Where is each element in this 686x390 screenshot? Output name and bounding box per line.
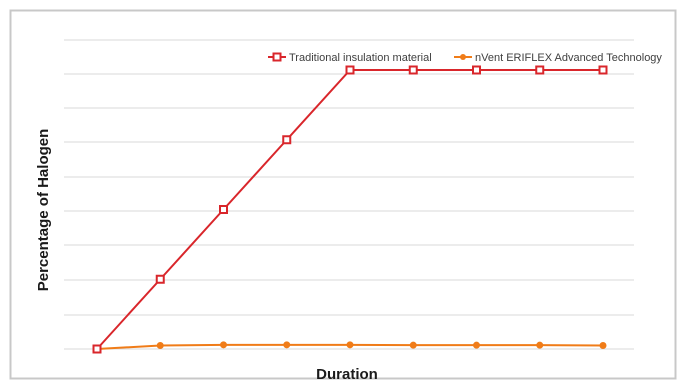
legend-label: nVent ERIFLEX Advanced Technology [475, 52, 662, 64]
data-point-series-1 [155, 274, 165, 284]
legend-label: Traditional insulation material [289, 52, 432, 64]
data-point-series-1 [282, 135, 292, 145]
data-point-series-1 [219, 205, 228, 214]
legend: Traditional insulation material nVent ERI… [268, 52, 662, 64]
data-point-series-1 [535, 65, 545, 75]
gridlines [64, 39, 634, 350]
data-point-series-1 [92, 344, 102, 354]
data-point-series-2 [220, 341, 227, 349]
data-point-series-2 [599, 342, 607, 350]
series-markers [92, 65, 608, 354]
data-point-series-2 [409, 341, 417, 349]
data-point-series-2 [156, 342, 164, 350]
data-point-series-1 [472, 65, 481, 75]
data-point-series-2 [536, 341, 544, 349]
data-point-series-2 [283, 341, 291, 349]
data-point-series-1 [598, 65, 608, 75]
y-axis-title: Percentage of Halogen [35, 129, 52, 292]
x-axis-title: Duration [316, 366, 378, 383]
data-point-series-2 [473, 341, 480, 349]
legend-marker-circle [460, 54, 466, 60]
data-point-series-2 [346, 341, 354, 349]
chart-border [9, 9, 677, 380]
data-point-series-1 [345, 65, 355, 75]
legend-marker-square [272, 52, 282, 62]
data-point-series-1 [408, 65, 418, 75]
